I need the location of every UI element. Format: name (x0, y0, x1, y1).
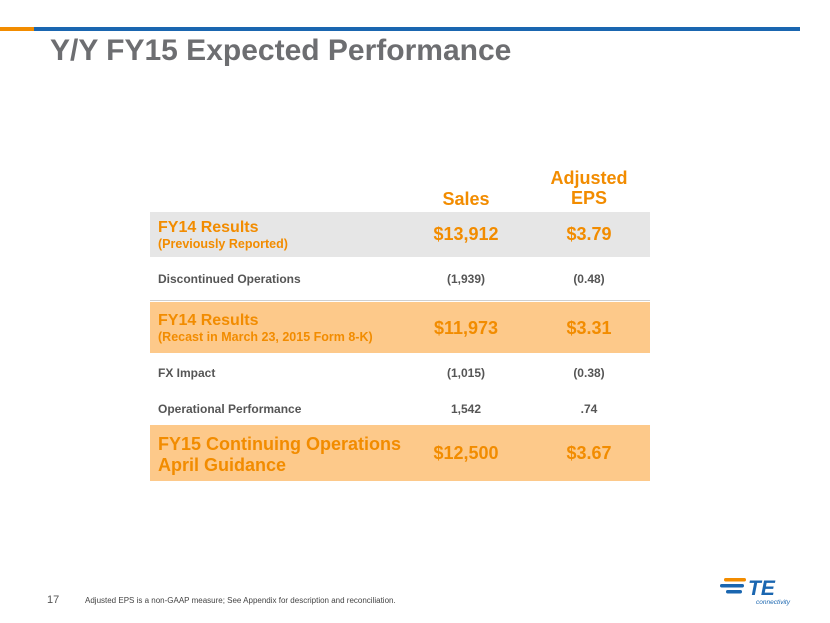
row-label: FY15 Continuing Operations (158, 434, 402, 454)
svg-text:connectivity: connectivity (756, 599, 791, 606)
table-row-operational-performance: Operational Performance 1,542 .74 (150, 398, 650, 420)
row-eps-value: (0.48) (573, 272, 605, 286)
table-row-discontinued-operations: Discontinued Operations (1,939) (0.48) (150, 257, 650, 301)
row-sales-value: $11,973 (433, 318, 499, 338)
row-eps-value: $3.79 (566, 224, 612, 244)
table-row-fy14-recast: FY14 Results (Recast in March 23, 2015 F… (150, 302, 650, 353)
row-label: Operational Performance (158, 402, 302, 416)
row-sublabel: (Recast in March 23, 2015 Form 8-K) (158, 330, 373, 344)
table-row-fy15-guidance: FY15 Continuing Operations April Guidanc… (150, 425, 650, 481)
page-title: Y/Y FY15 Expected Performance (50, 34, 512, 67)
top-accent-bar-blue (34, 27, 800, 31)
column-header-sales: Sales (442, 189, 490, 209)
row-sublabel: (Previously Reported) (158, 237, 288, 251)
row-label: FY14 Results (158, 219, 259, 236)
column-header-adjusted-eps: Adjusted EPS (530, 168, 648, 208)
column-header-eps-line1: Adjusted (550, 168, 628, 188)
row-sales-value: (1,015) (446, 366, 486, 380)
row-eps-value: $3.31 (566, 318, 612, 338)
row-sales-value: 1,542 (450, 402, 482, 416)
row-sales-value: (1,939) (446, 272, 486, 286)
row-sales-value: $13,912 (433, 224, 499, 244)
footnote: Adjusted EPS is a non-GAAP measure; See … (85, 596, 396, 605)
svg-text:TE: TE (748, 577, 776, 600)
top-accent-bar-orange (0, 27, 34, 31)
row-label: Discontinued Operations (158, 272, 301, 286)
row-sales-value: $12,500 (433, 443, 499, 463)
row-divider (150, 300, 650, 301)
te-connectivity-logo: TE connectivity (720, 577, 791, 606)
row-label: FY14 Results (158, 312, 259, 329)
table-row-fy14-previously-reported: FY14 Results (Previously Reported) $13,9… (150, 212, 650, 257)
column-header-eps-line2: EPS (570, 188, 608, 208)
row-eps-value: $3.67 (566, 443, 612, 463)
row-sublabel: April Guidance (158, 455, 287, 475)
page-number: 17 (47, 594, 60, 606)
row-eps-value: .74 (580, 402, 598, 416)
table-row-fx-impact: FX Impact (1,015) (0.38) (150, 362, 650, 384)
row-eps-value: (0.38) (573, 366, 605, 380)
row-label: FX Impact (158, 366, 216, 380)
